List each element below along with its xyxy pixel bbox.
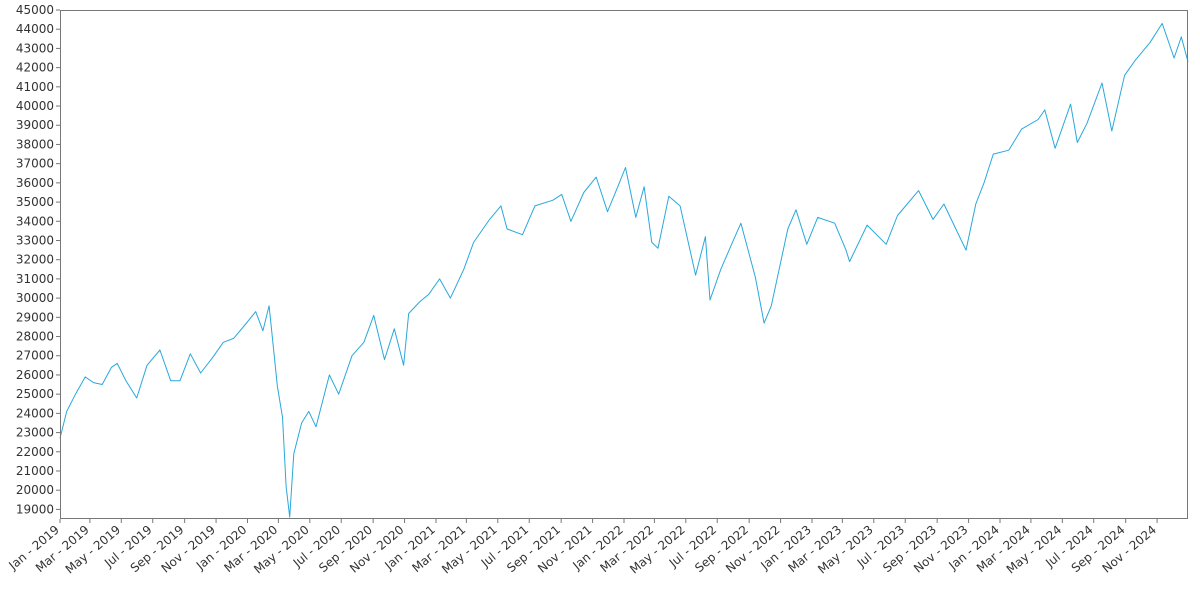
plot-frame	[60, 10, 1188, 519]
y-tick-label: 31000	[16, 272, 54, 286]
y-tick-label: 38000	[16, 137, 54, 151]
y-tick-label: 32000	[16, 253, 54, 267]
y-tick-label: 35000	[16, 195, 54, 209]
y-tick-label: 20000	[16, 483, 54, 497]
y-tick-label: 25000	[16, 387, 54, 401]
y-tick-label: 36000	[16, 176, 54, 190]
y-tick-label: 43000	[16, 41, 54, 55]
y-tick-label: 24000	[16, 406, 54, 420]
y-tick-label: 41000	[16, 80, 54, 94]
y-tick-label: 23000	[16, 426, 54, 440]
y-tick-label: 27000	[16, 349, 54, 363]
y-tick-label: 21000	[16, 464, 54, 478]
y-tick-label: 37000	[16, 157, 54, 171]
y-tick-label: 29000	[16, 310, 54, 324]
y-tick-label: 42000	[16, 61, 54, 75]
y-tick-label: 28000	[16, 330, 54, 344]
y-tick-label: 39000	[16, 118, 54, 132]
y-axis: 19000 20000 21000 22000 23000 24000 25000 26000…	[16, 3, 60, 516]
plot-area	[60, 10, 1188, 519]
y-tick-label: 40000	[16, 99, 54, 113]
y-tick-label: 33000	[16, 233, 54, 247]
y-tick-label: 34000	[16, 214, 54, 228]
series-line	[59, 22, 1189, 518]
y-tick-label: 22000	[16, 445, 54, 459]
y-tick-label: 45000	[16, 3, 54, 17]
y-tick-label: 26000	[16, 368, 54, 382]
y-tick-label: 44000	[16, 22, 54, 36]
y-tick-label: 19000	[16, 502, 54, 516]
y-tick-label: 30000	[16, 291, 54, 305]
